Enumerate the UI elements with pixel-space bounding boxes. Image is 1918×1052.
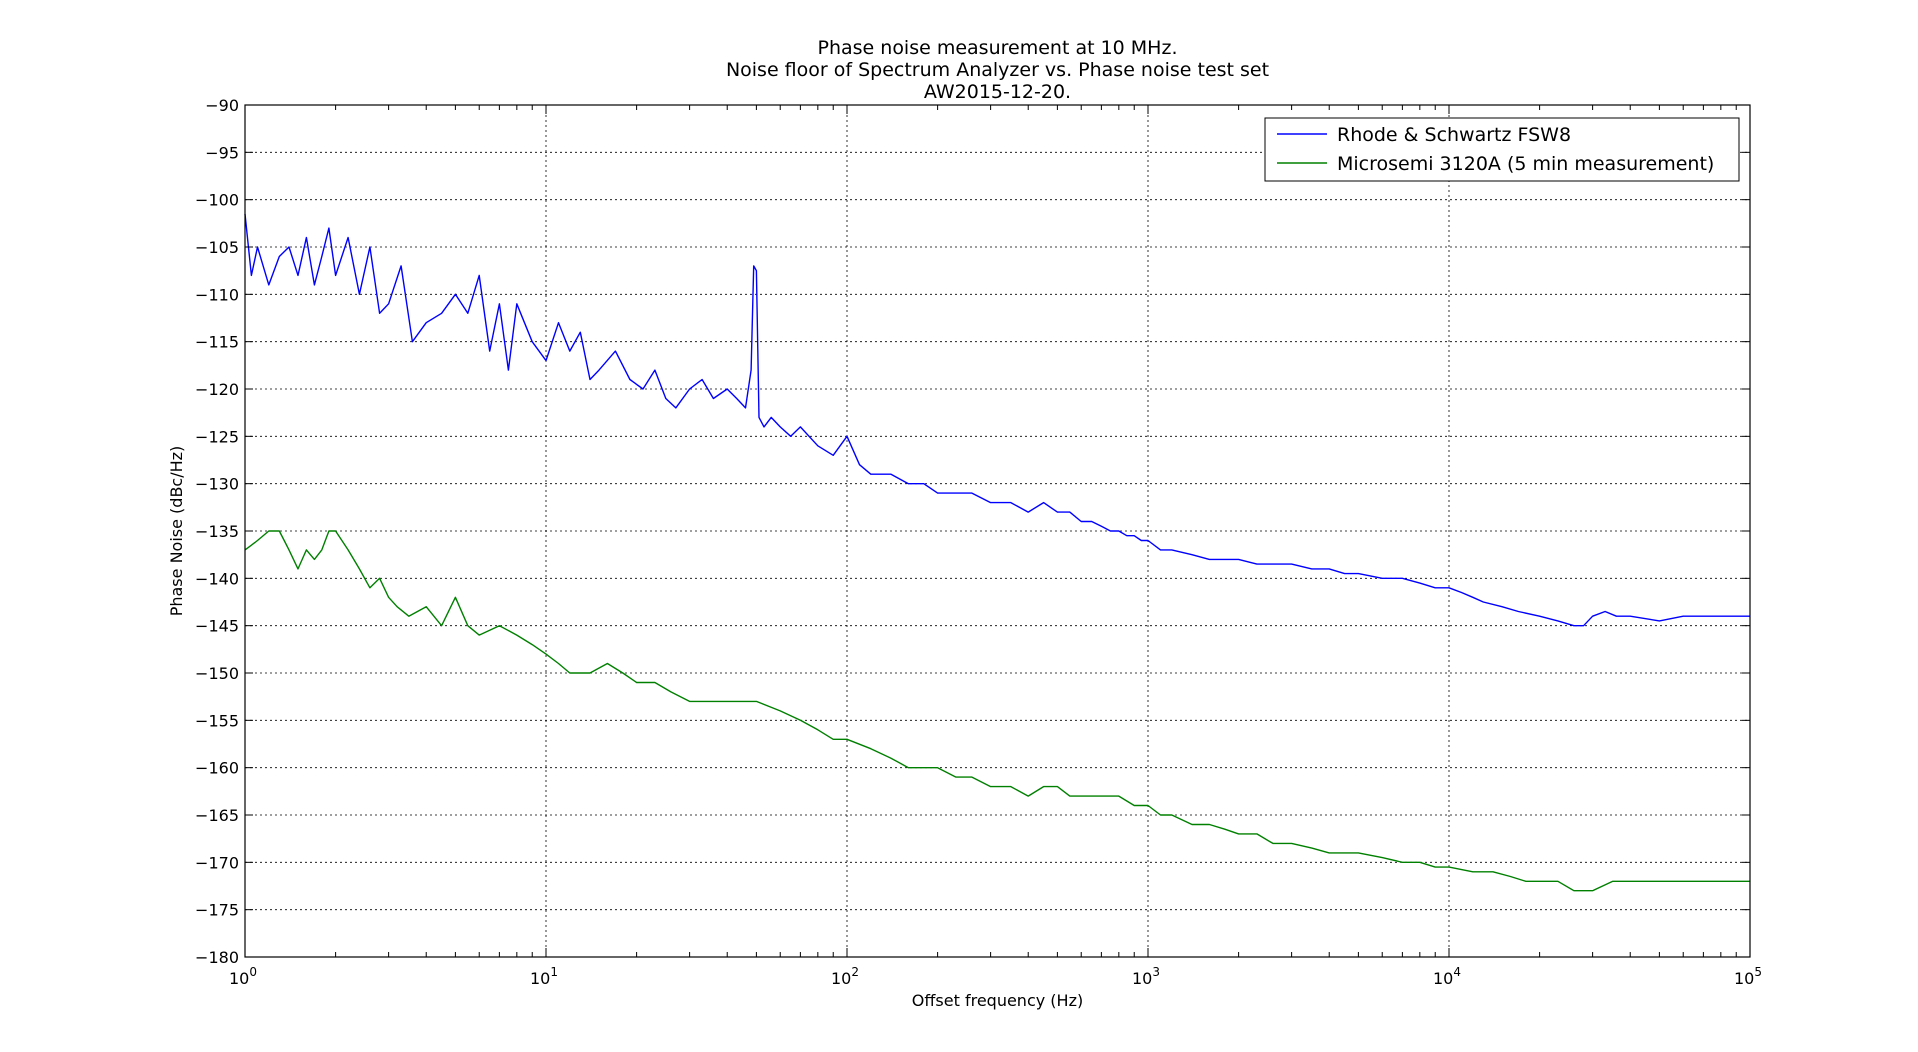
- x-tick-label: 102: [831, 965, 859, 988]
- y-tick-label: −145: [195, 617, 239, 636]
- series-line-0: [244, 213, 1750, 627]
- y-tick-label: −140: [195, 569, 239, 588]
- grid: [245, 105, 1750, 957]
- y-tick-label: −170: [195, 853, 239, 872]
- x-tick-label: 105: [1734, 965, 1762, 988]
- chart-title-line-3: AW2015-12-20.: [924, 81, 1071, 103]
- y-tick-label: −150: [195, 664, 239, 683]
- y-tick-label: −125: [195, 427, 239, 446]
- series-line-1: [244, 530, 1750, 892]
- y-tick-label: −130: [195, 475, 239, 494]
- ticks: [244, 104, 1751, 958]
- y-tick-label: −135: [195, 522, 239, 541]
- y-tick-label: −160: [195, 759, 239, 778]
- x-tick-labels: 100 101 102 103 104 105: [229, 965, 1762, 988]
- legend: Rhode & Schwartz FSW8 Microsemi 3120A (5…: [1264, 117, 1740, 182]
- x-tick-label: 101: [530, 965, 558, 988]
- legend-label-microsemi: Microsemi 3120A (5 min measurement): [1337, 153, 1714, 175]
- y-tick-labels: −90 −95 −100 −105 −110 −115 −120 −125 −130 −135 −1…: [195, 96, 239, 967]
- legend-label-rohde-schwarz: Rhode & Schwartz FSW8: [1337, 124, 1571, 146]
- legend-box: [1264, 117, 1740, 182]
- series-layer: [244, 213, 1750, 892]
- y-tick-label: −120: [195, 380, 239, 399]
- y-tick-label: −165: [195, 806, 239, 825]
- y-tick-label: −90: [205, 96, 239, 115]
- x-tick-label: 103: [1132, 965, 1160, 988]
- chart-title-line-2: Noise floor of Spectrum Analyzer vs. Pha…: [726, 59, 1269, 81]
- x-axis-label: Offset frequency (Hz): [912, 991, 1083, 1010]
- y-tick-label: −100: [195, 191, 239, 210]
- y-axis-label: Phase Noise (dBc/Hz): [167, 446, 186, 617]
- x-tick-label: 104: [1433, 965, 1461, 988]
- chart-title-line-1: Phase noise measurement at 10 MHz.: [818, 37, 1178, 59]
- y-tick-label: −180: [195, 948, 239, 967]
- y-tick-label: −105: [195, 238, 239, 257]
- y-tick-label: −110: [195, 285, 239, 304]
- y-tick-label: −95: [205, 143, 239, 162]
- y-tick-label: −155: [195, 711, 239, 730]
- y-tick-label: −175: [195, 901, 239, 920]
- y-tick-label: −115: [195, 333, 239, 352]
- x-tick-label: 100: [229, 965, 257, 988]
